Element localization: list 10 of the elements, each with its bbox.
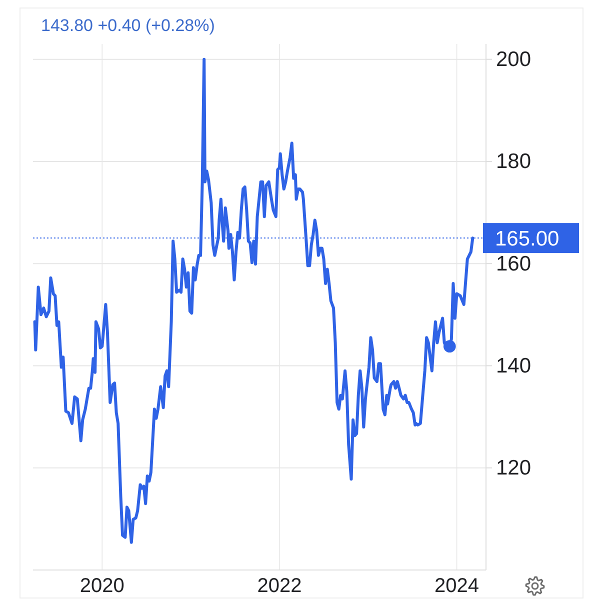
ref-line-label: 165.00 (495, 227, 560, 250)
y-tick-label: 160 (496, 252, 532, 276)
x-tick-label: 2020 (80, 575, 124, 598)
y-tick-label: 120 (496, 456, 532, 480)
y-tick-label: 140 (496, 354, 532, 378)
x-tick-label: 2024 (434, 575, 479, 598)
chart-title: 143.80 +0.40 (+0.28%) (41, 16, 215, 35)
y-tick-label: 200 (496, 48, 532, 72)
x-tick-label: 2022 (257, 575, 302, 598)
y-tick-label: 180 (496, 150, 532, 174)
